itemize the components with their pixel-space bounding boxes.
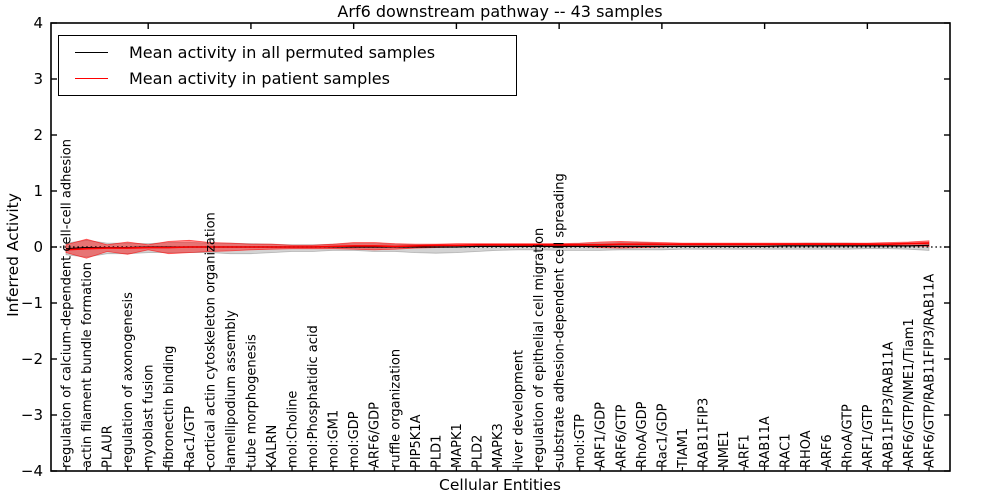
x-tick-label: myoblast fusion bbox=[142, 364, 157, 468]
x-tick-label: RAC1 bbox=[779, 433, 794, 468]
x-tick-label: KALRN bbox=[265, 425, 280, 468]
x-tick-label: ARF6/GTP bbox=[614, 404, 629, 468]
x-tick-label: fibronectin binding bbox=[162, 346, 177, 468]
x-tick-label: NME1 bbox=[717, 431, 732, 468]
x-tick-label: regulation of calcium-dependent cell-cel… bbox=[60, 139, 75, 468]
x-tick-label: RAB11FIP3/RAB11A bbox=[881, 341, 896, 468]
x-tick-label: RAB11FIP3 bbox=[697, 398, 712, 468]
y-tick-label: 3 bbox=[33, 70, 43, 88]
patient-mean-line bbox=[65, 242, 930, 251]
x-tick-label: ARF1/GDP bbox=[594, 402, 609, 468]
x-tick-label: MAPK1 bbox=[450, 423, 465, 468]
x-tick-label: mol:GM1 bbox=[327, 410, 342, 468]
x-tick-label: ARF6/GDP bbox=[368, 402, 383, 468]
legend-entry-label: Mean activity in patient samples bbox=[129, 69, 390, 88]
x-tick-label: PIP5K1A bbox=[409, 414, 424, 468]
y-tick-label: 4 bbox=[33, 14, 43, 32]
x-tick-label: PLAUR bbox=[101, 425, 116, 468]
x-tick-label: actin filament bundle formation bbox=[80, 262, 95, 468]
x-tick-label: Rac1/GDP bbox=[655, 403, 670, 468]
legend-entry-label: Mean activity in all permuted samples bbox=[129, 43, 436, 62]
x-tick-label: ruffle organization bbox=[388, 349, 403, 468]
legend-entry-permuted: Mean activity in all permuted samples bbox=[59, 43, 516, 62]
x-tick-label: Rac1/GTP bbox=[183, 406, 198, 468]
x-tick-label: ARF1/GTP bbox=[861, 404, 876, 468]
y-tick-label: −1 bbox=[21, 294, 43, 312]
y-axis-label: Inferred Activity bbox=[4, 193, 22, 317]
x-tick-label: MAPK3 bbox=[491, 423, 506, 468]
x-tick-label: RAB11A bbox=[758, 416, 773, 468]
y-tick-label: 2 bbox=[33, 126, 43, 144]
x-tick-label: liver development bbox=[512, 350, 527, 468]
y-tick-label: 0 bbox=[33, 238, 43, 256]
x-tick-label: mol:Choline bbox=[286, 391, 301, 468]
x-tick-label: substrate adhesion-dependent cell spread… bbox=[553, 173, 568, 468]
x-tick-label: RhoA/GTP bbox=[840, 404, 855, 468]
x-tick-label: tube morphogenesis bbox=[244, 334, 259, 468]
x-tick-label: mol:Phosphatidic acid bbox=[306, 325, 321, 468]
x-tick-label: RHOA bbox=[799, 430, 814, 468]
y-tick-label: 1 bbox=[33, 182, 43, 200]
y-tick-label: −2 bbox=[21, 350, 43, 368]
legend-entry-patient: Mean activity in patient samples bbox=[59, 69, 516, 88]
x-tick-label: mol:GDP bbox=[347, 411, 362, 468]
y-tick-label: −3 bbox=[21, 406, 43, 424]
legend-box: Mean activity in all permuted samples Me… bbox=[58, 35, 517, 96]
x-tick-label: ARF6/GTP/RAB11FIP3/RAB11A bbox=[923, 274, 938, 468]
x-tick-label: TIAM1 bbox=[676, 428, 691, 469]
x-tick-label: regulation of axonogenesis bbox=[121, 292, 136, 468]
y-tick-label: −4 bbox=[21, 462, 43, 480]
x-tick-label: RhoA/GDP bbox=[635, 401, 650, 468]
permuted-line-swatch bbox=[75, 52, 108, 53]
x-tick-label: ARF6 bbox=[820, 434, 835, 468]
x-tick-label: ARF1 bbox=[738, 434, 753, 468]
x-tick-label: ARF6/GTP/NME1/Tiam1 bbox=[902, 318, 917, 468]
x-tick-label: cortical actin cytoskeleton organization bbox=[203, 212, 218, 468]
x-tick-label: lamellipodium assembly bbox=[224, 310, 239, 468]
patient-line-swatch bbox=[75, 78, 108, 79]
x-tick-label: regulation of epithelial cell migration bbox=[532, 228, 547, 468]
x-axis-label: Cellular Entities bbox=[439, 476, 561, 494]
x-tick-label: PLD1 bbox=[429, 435, 444, 468]
x-tick-label: PLD2 bbox=[471, 435, 486, 468]
chart-title: Arf6 downstream pathway -- 43 samples bbox=[337, 2, 663, 21]
x-tick-label: mol:GTP bbox=[573, 414, 588, 468]
